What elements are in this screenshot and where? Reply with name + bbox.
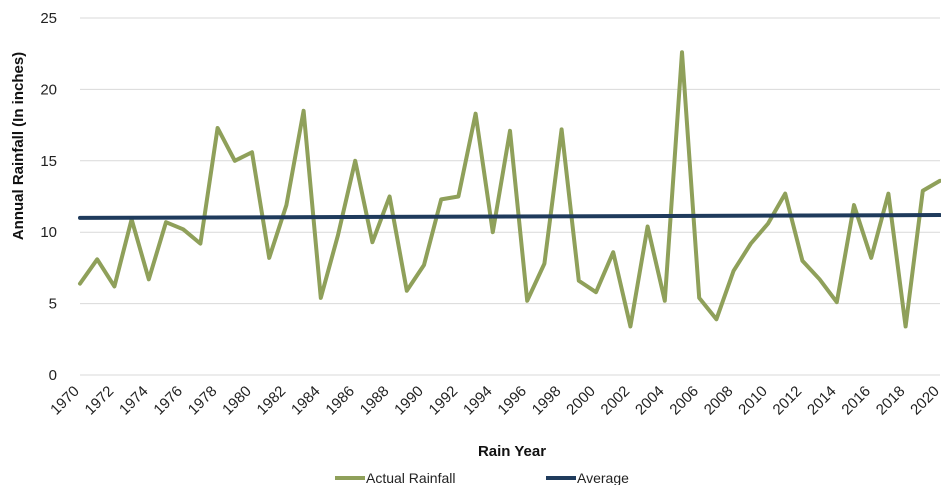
y-tick-label: 20 <box>40 81 57 98</box>
x-tick-label: 1990 <box>391 383 427 419</box>
x-axis-ticks: 1970197219741976197819801982198419861988… <box>47 383 941 419</box>
x-tick-label: 2008 <box>701 383 737 419</box>
y-axis-ticks: 0 5 10 15 20 25 <box>40 10 57 384</box>
x-tick-label: 2018 <box>873 383 909 419</box>
average-line <box>78 213 941 220</box>
x-tick-label: 2016 <box>838 383 874 419</box>
x-tick-label: 1994 <box>460 383 496 419</box>
y-tick-label: 10 <box>40 224 57 241</box>
x-tick-label: 2010 <box>735 383 771 419</box>
x-tick-label: 1988 <box>357 383 393 419</box>
x-tick-label: 2000 <box>563 383 599 419</box>
x-tick-label: 1970 <box>47 383 83 419</box>
x-tick-label: 1998 <box>529 383 565 419</box>
x-tick-label: 1984 <box>288 383 324 419</box>
y-tick-label: 5 <box>49 296 57 313</box>
x-tick-label: 1986 <box>322 383 358 419</box>
actual-rainfall-line <box>78 50 941 329</box>
x-tick-label: 1992 <box>426 383 462 419</box>
y-tick-label: 15 <box>40 153 57 170</box>
x-tick-label: 1996 <box>494 383 530 419</box>
x-tick-label: 1974 <box>116 383 152 419</box>
legend-label: Average <box>577 470 629 485</box>
gridlines <box>80 17 940 376</box>
x-tick-label: 1976 <box>150 383 186 419</box>
legend-label: Actual Rainfall <box>366 470 456 485</box>
y-tick-label: 0 <box>49 367 57 384</box>
x-axis-title: Rain Year <box>478 443 546 460</box>
y-tick-label: 25 <box>40 10 57 27</box>
x-tick-label: 2006 <box>666 383 702 419</box>
x-tick-label: 2002 <box>598 383 634 419</box>
x-tick-label: 1978 <box>185 383 221 419</box>
x-tick-label: 1980 <box>219 383 255 419</box>
x-tick-label: 2004 <box>632 383 668 419</box>
x-tick-label: 1972 <box>82 383 118 419</box>
x-tick-label: 2020 <box>907 383 941 419</box>
x-tick-label: 2014 <box>804 383 840 419</box>
legend: Actual Rainfall Average <box>335 470 629 485</box>
x-tick-label: 1982 <box>254 383 290 419</box>
x-tick-label: 2012 <box>770 383 806 419</box>
series-lines <box>78 50 941 329</box>
y-axis-title: Annual Rainfall (In inches) <box>10 52 27 240</box>
